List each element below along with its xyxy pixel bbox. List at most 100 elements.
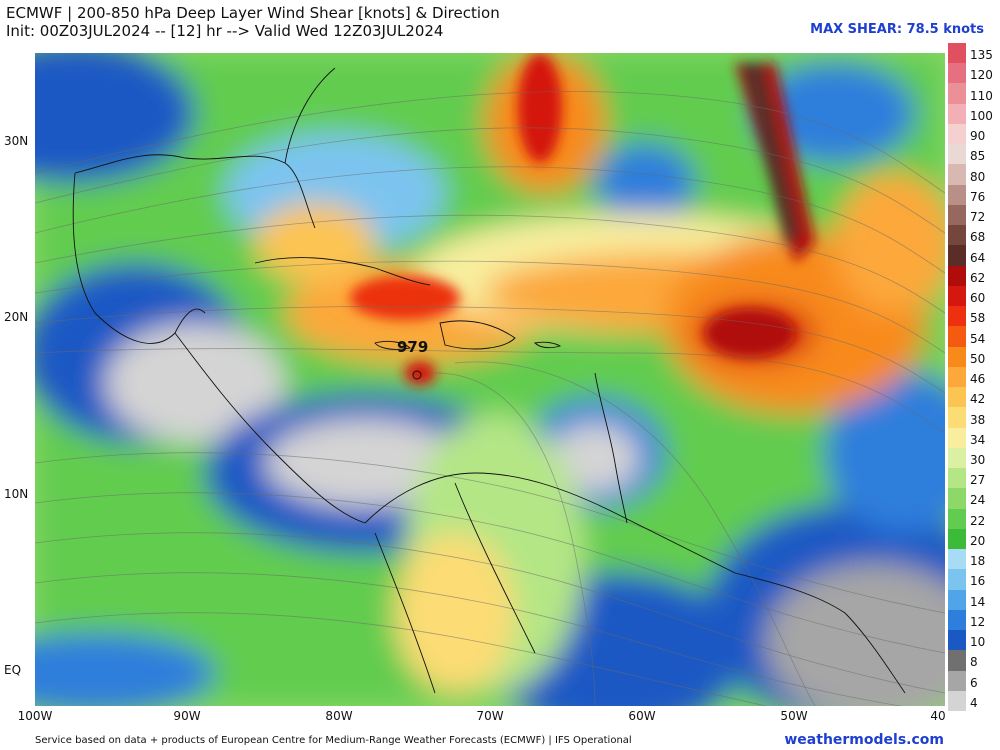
colorbar-segment	[948, 103, 966, 125]
brazil-coast	[734, 572, 906, 694]
colorbar-segment	[948, 326, 966, 348]
colorbar-tick-label: 8	[970, 655, 978, 670]
colorbar-segment	[948, 407, 966, 429]
south-america-north	[364, 472, 736, 574]
chart-title: ECMWF | 200-850 hPa Deep Layer Wind Shea…	[6, 4, 500, 40]
colorbar-tick-label: 30	[970, 452, 986, 467]
colorbar-tick-label: 72	[970, 210, 986, 225]
colorbar-segment	[948, 123, 966, 145]
colorbar-segment	[948, 670, 966, 692]
lat-label-10n: 10N	[4, 487, 29, 501]
colorbar-segment	[948, 589, 966, 611]
colorbar-tick-label: 80	[970, 169, 986, 184]
storm-center-marker	[412, 370, 422, 380]
title-line-1: ECMWF | 200-850 hPa Deep Layer Wind Shea…	[6, 4, 500, 22]
colorbar-tick-label: 16	[970, 574, 986, 589]
lat-label-30n: 30N	[4, 134, 29, 148]
site-link[interactable]: weathermodels.com	[784, 732, 944, 748]
coastlines	[72, 67, 906, 694]
colorbar-segment	[948, 650, 966, 671]
lat-label-eq: EQ	[4, 663, 22, 677]
colorbar-segment	[948, 285, 966, 307]
colorbar-segment	[948, 569, 966, 591]
colorbar-tick-label: 24	[970, 493, 986, 508]
colorbar-segment	[948, 306, 966, 327]
shear-field	[35, 53, 945, 706]
colorbar-segment	[948, 609, 966, 631]
colorbar-segment	[948, 43, 966, 64]
colorbar-segment	[948, 184, 966, 206]
venezuela-border	[454, 482, 536, 654]
colorbar-segment	[948, 265, 966, 287]
colorbar-tick-label: 46	[970, 372, 986, 387]
colorbar-tick-label: 22	[970, 513, 986, 528]
colorbar-tick-label: 64	[970, 250, 986, 265]
florida	[284, 67, 336, 164]
colorbar-tick-label: 27	[970, 473, 986, 488]
lon-label-40: 40	[930, 709, 946, 723]
colorbar-tick-label: 60	[970, 291, 986, 306]
central-america	[174, 332, 366, 524]
colorbar-tick-label: 14	[970, 594, 986, 609]
colorbar-tick-label: 110	[970, 88, 993, 103]
colorbar-tick-label: 62	[970, 270, 986, 285]
lon-label-80w: 80W	[325, 709, 353, 723]
colorbar-tick-label: 4	[970, 695, 978, 710]
lon-label-70w: 70W	[476, 709, 504, 723]
colorbar-tick-label: 85	[970, 149, 986, 164]
lon-label-50w: 50W	[780, 709, 808, 723]
colorbar-segment	[948, 225, 966, 246]
colorbar-segment	[948, 447, 966, 469]
lesser-antilles	[594, 372, 628, 524]
colorbar-tick-label: 100	[970, 108, 993, 123]
colorbar-tick-label: 58	[970, 311, 986, 326]
mexico-coast	[72, 172, 206, 344]
colorbar-tick-label: 12	[970, 614, 986, 629]
colorbar-tick-label: 6	[970, 675, 978, 690]
colorbar-segment	[948, 245, 966, 267]
puerto-rico	[534, 341, 562, 349]
max-shear-label: MAX SHEAR: 78.5 knots	[810, 22, 984, 37]
colorbar-tick-label: 135	[970, 48, 993, 63]
colorbar-tick-label: 76	[970, 189, 986, 204]
colorbar-tick-label: 90	[970, 129, 986, 144]
colorbar-segment	[948, 63, 966, 84]
colorbar-segment	[948, 366, 966, 388]
lon-label-100w: 100W	[17, 709, 53, 723]
colorbar-segment	[948, 508, 966, 530]
lat-label-20n: 20N	[4, 310, 29, 324]
lon-label-90w: 90W	[173, 709, 201, 723]
colorbar	[948, 43, 966, 712]
colorbar-tick-label: 38	[970, 412, 986, 427]
colorbar-segment	[948, 204, 966, 226]
shear-map: 979	[35, 53, 945, 706]
colorbar-tick-label: 10	[970, 635, 986, 650]
colorbar-segment	[948, 528, 966, 550]
colorbar-tick-label: 68	[970, 230, 986, 245]
streamlines	[35, 91, 945, 706]
colorbar-tick-label: 120	[970, 68, 993, 83]
colombia-border	[374, 532, 436, 694]
shear-maxima	[350, 53, 815, 385]
colorbar-segment	[948, 83, 966, 105]
footer-credit: Service based on data + products of Euro…	[35, 735, 632, 746]
colorbar-segment	[948, 468, 966, 489]
colorbar-tick-label: 54	[970, 331, 986, 346]
colorbar-tick-label: 18	[970, 554, 986, 569]
colorbar-tick-label: 50	[970, 351, 986, 366]
colorbar-segment	[948, 427, 966, 449]
hispaniola	[439, 320, 516, 350]
colorbar-segment	[948, 690, 966, 712]
colorbar-segment	[948, 387, 966, 408]
lon-label-60w: 60W	[628, 709, 656, 723]
cuba	[254, 257, 431, 286]
title-line-2: Init: 00Z03JUL2024 -- [12] hr --> Valid …	[6, 22, 444, 40]
colorbar-segment	[948, 144, 966, 165]
colorbar-tick-label: 34	[970, 432, 986, 447]
colorbar-segment	[948, 346, 966, 368]
colorbar-tick-label: 42	[970, 392, 986, 407]
us-gulf-coast	[74, 154, 316, 229]
colorbar-segment	[948, 488, 966, 510]
colorbar-segment	[948, 630, 966, 651]
jamaica	[374, 340, 411, 350]
